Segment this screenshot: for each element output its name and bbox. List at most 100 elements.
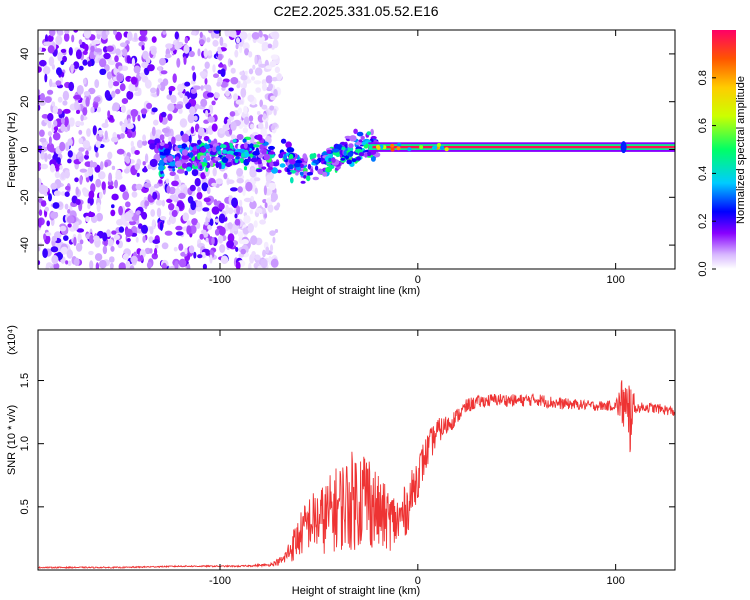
noise-cell [47,131,53,137]
noise-cell [217,69,222,74]
noise-cell [90,215,98,223]
noise-cell [113,30,117,36]
noise-cell [84,44,89,52]
noise-cell [242,227,250,235]
noise-cell [202,263,207,269]
noise-cell [66,249,74,259]
noise-cell [243,197,252,203]
noise-cell [101,122,109,128]
noise-cell [111,165,116,170]
transition-cell [243,142,248,149]
noise-cell [222,42,228,49]
noise-cell [56,67,62,76]
noise-cell [79,168,88,173]
noise-cell [235,43,239,50]
noise-cell [183,56,187,65]
noise-cell [146,261,152,269]
noise-cell [219,36,224,46]
noise-cell [197,48,201,57]
noise-cell [88,190,95,199]
noise-cell [182,187,189,196]
noise-cell [115,48,121,56]
y-tick-label: -40 [19,237,31,253]
noise-cell [125,201,131,208]
noise-cell [136,172,140,177]
y-tick-label: 1.0 [19,436,31,451]
noise-cell [46,142,55,152]
noise-cell [151,219,156,229]
transition-cell [215,161,219,169]
noise-cell [38,89,41,96]
transition-cell [255,168,263,173]
noise-cell [164,230,173,236]
noise-cell [95,178,102,188]
noise-cell [48,56,55,67]
noise-cell [164,53,172,59]
transition-cell [199,165,203,170]
noise-cell [274,66,281,74]
noise-cell [82,59,88,66]
noise-cell [229,59,233,66]
tone-blob [390,143,395,148]
transition-cell [261,150,267,155]
noise-cell [104,64,110,72]
noise-cell [174,134,183,142]
noise-cell [181,133,190,143]
noise-cell [207,116,215,123]
noise-cell [51,255,59,265]
noise-cell [178,243,184,251]
noise-cell [182,212,190,222]
noise-cell [218,128,225,134]
transition-cell [158,165,165,172]
transition-cell [175,160,182,168]
transition-cell [184,170,188,176]
tone-blob [396,146,401,151]
noise-cell [167,113,173,122]
noise-cell [141,224,148,234]
noise-cell [39,59,47,67]
noise-cell [82,107,88,116]
noise-cell [248,51,253,58]
noise-cell [178,108,183,114]
noise-cell [167,103,175,112]
noise-cell [276,73,282,82]
noise-cell [96,106,102,113]
noise-cell [213,92,220,99]
noise-cell [95,262,100,269]
noise-cell [129,265,135,269]
noise-cell [108,172,113,183]
noise-cell [267,43,273,49]
transition-cell [366,151,372,157]
noise-cell [126,31,133,42]
noise-cell [213,30,221,34]
transition-cell [172,167,176,172]
noise-cell [88,87,96,95]
transition-cell [278,153,284,159]
noise-cell [131,191,138,198]
noise-cell [51,101,56,107]
transition-cell [343,150,347,157]
noise-cell [171,209,178,218]
transition-cell [306,175,311,182]
noise-cell [105,30,110,36]
noise-cell [187,113,195,124]
noise-cell [206,37,211,43]
noise-cell [271,31,280,40]
noise-cell [269,244,274,252]
noise-cell [214,228,220,236]
noise-cell [118,226,125,233]
noise-cell [153,119,159,126]
noise-cell [121,98,129,104]
noise-cell [225,204,229,215]
noise-cell [171,136,176,145]
noise-cell [165,43,173,49]
transition-cell [314,165,319,171]
noise-cell [119,42,127,48]
noise-cell [184,37,189,44]
noise-cell [70,64,75,70]
noise-cell [121,48,128,57]
tone-blob [433,145,438,150]
noise-cell [268,83,273,90]
noise-cell [228,87,234,92]
noise-cell [234,213,238,219]
